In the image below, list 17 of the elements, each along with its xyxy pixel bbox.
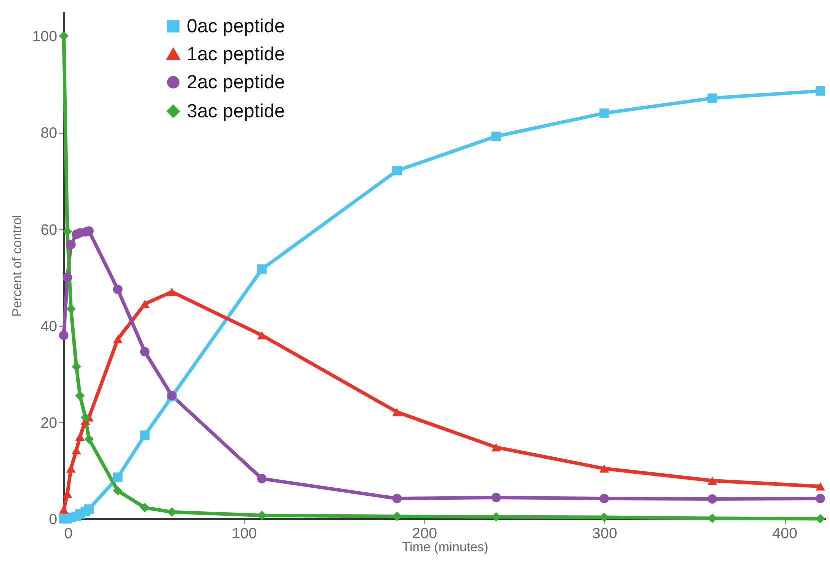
y-tick-label: 20 [40,414,58,432]
x-tick-label: 300 [592,526,618,542]
y-tick-label: 100 [32,28,58,46]
y-axis-title: Percent of control [9,214,24,317]
y-tick-label: 80 [40,125,58,142]
legend-label: 1ac peptide [187,44,286,66]
legend-label: 0ac peptide [187,16,286,38]
x-axis-title: Time (minutes) [402,540,489,554]
x-tick-label: 400 [772,526,798,542]
legend-label: 3ac peptide [187,102,286,122]
x-tick-label: 100 [232,526,258,542]
legend-label: 2ac peptide [187,72,286,94]
y-tick-label: 0 [49,512,58,528]
x-tick-label: 200 [412,526,438,542]
y-tick-label: 40 [40,318,58,336]
y-tick-label: 60 [40,222,58,239]
x-tick-label: 0 [64,526,73,542]
